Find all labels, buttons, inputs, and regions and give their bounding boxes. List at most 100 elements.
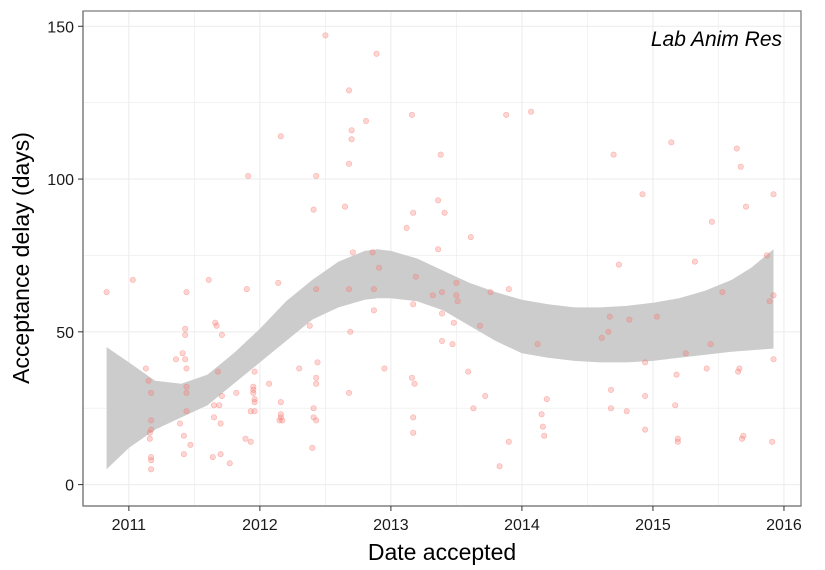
data-point	[541, 432, 548, 439]
data-point	[707, 341, 714, 348]
data-point	[247, 438, 254, 445]
data-point	[142, 365, 149, 372]
data-point	[766, 298, 773, 305]
data-point	[349, 249, 356, 256]
data-point	[183, 383, 190, 390]
data-point	[173, 356, 180, 363]
data-point	[496, 463, 503, 470]
data-point	[438, 310, 445, 317]
data-point	[373, 50, 380, 57]
data-point	[277, 414, 284, 421]
data-point	[216, 402, 223, 409]
y-axis: 0 50 100 150	[47, 11, 84, 506]
data-point	[226, 460, 233, 467]
data-point	[148, 454, 155, 461]
data-point	[182, 331, 189, 338]
data-point	[348, 127, 355, 134]
data-point	[242, 435, 249, 442]
data-point	[453, 292, 460, 299]
x-tick-label: 2011	[112, 517, 147, 534]
data-point	[277, 411, 284, 418]
data-point	[482, 392, 489, 399]
data-point	[639, 191, 646, 198]
data-point	[213, 322, 220, 329]
data-point	[148, 389, 155, 396]
confidence-band-layer	[106, 249, 774, 470]
data-point	[310, 206, 317, 213]
data-point	[674, 435, 681, 442]
data-point	[528, 108, 535, 115]
data-point	[437, 151, 444, 158]
data-point	[438, 289, 445, 296]
data-point	[736, 365, 743, 372]
grid-lines	[83, 11, 801, 506]
data-point	[313, 173, 320, 180]
data-point	[345, 389, 352, 396]
data-point	[103, 289, 110, 296]
data-point	[313, 374, 320, 381]
data-point	[449, 341, 456, 348]
data-point	[148, 457, 155, 464]
data-point	[218, 392, 225, 399]
data-point	[435, 246, 442, 253]
data-point	[435, 197, 442, 204]
data-point	[703, 365, 710, 372]
data-point	[183, 408, 190, 415]
data-point	[668, 139, 675, 146]
confidence-band	[106, 249, 774, 470]
data-point	[313, 286, 320, 293]
data-point	[410, 301, 417, 308]
data-point	[642, 392, 649, 399]
data-point	[177, 420, 184, 427]
data-point	[309, 444, 316, 451]
data-point	[218, 331, 225, 338]
data-point	[543, 396, 550, 403]
data-point	[682, 350, 689, 357]
x-axis-title: Date accepted	[368, 539, 516, 565]
data-point	[505, 438, 512, 445]
data-point	[205, 276, 212, 283]
data-point	[341, 203, 348, 210]
data-point	[146, 435, 153, 442]
data-point	[465, 368, 472, 375]
journal-annotation: Lab Anim Res	[651, 28, 783, 51]
data-point	[146, 429, 153, 436]
data-point	[211, 414, 218, 421]
x-tick-label: 2015	[635, 517, 671, 534]
data-point	[183, 365, 190, 372]
data-point	[408, 111, 415, 118]
data-point	[453, 279, 460, 286]
data-point	[129, 276, 136, 283]
data-point	[209, 454, 216, 461]
data-point	[183, 389, 190, 396]
data-point	[187, 441, 194, 448]
data-point	[369, 249, 376, 256]
y-tick-label: 0	[65, 478, 74, 495]
data-point	[277, 399, 284, 406]
data-point	[738, 435, 745, 442]
data-point	[322, 32, 329, 39]
data-point	[250, 383, 257, 390]
data-points-layer	[103, 32, 777, 473]
data-point	[179, 350, 186, 357]
y-axis-title: Acceptance delay (days)	[8, 132, 34, 384]
data-point	[719, 289, 726, 296]
data-point	[642, 359, 649, 366]
data-point	[345, 160, 352, 167]
data-point	[348, 136, 355, 143]
data-point	[708, 218, 715, 225]
data-point	[411, 380, 418, 387]
data-point	[145, 377, 152, 384]
data-point	[251, 399, 258, 406]
data-point	[233, 389, 240, 396]
data-point	[673, 371, 680, 378]
data-point	[503, 111, 510, 118]
data-point	[505, 286, 512, 293]
data-point	[412, 273, 419, 280]
data-point	[314, 359, 321, 366]
data-point	[251, 408, 258, 415]
data-point	[623, 408, 630, 415]
data-point	[606, 313, 613, 320]
data-point	[534, 341, 541, 348]
data-point	[653, 313, 660, 320]
